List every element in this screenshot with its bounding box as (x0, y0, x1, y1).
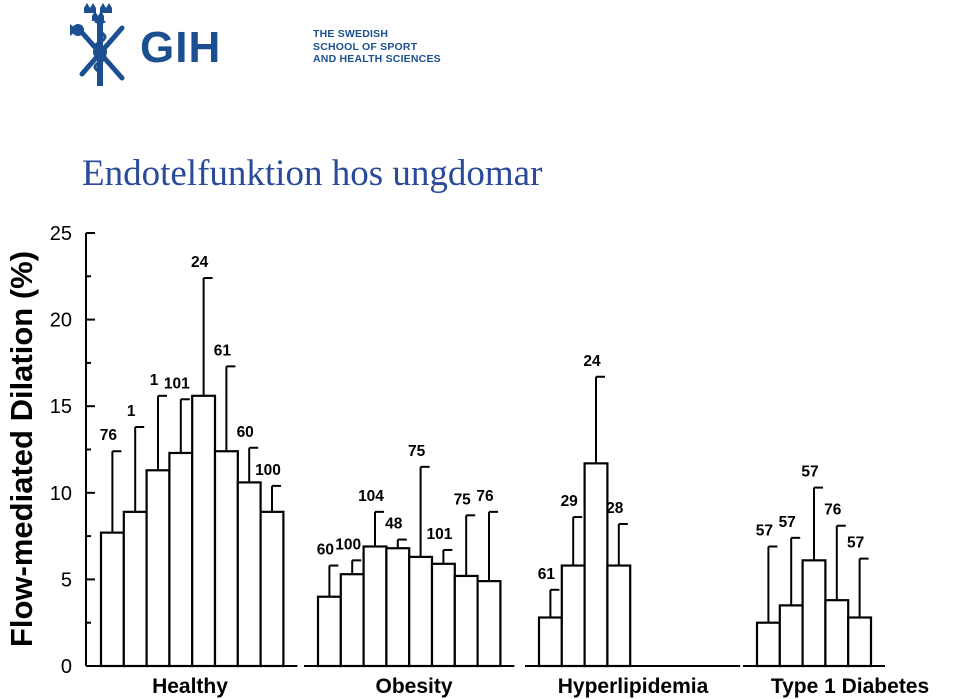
gih-emblem-icon: GIH (70, 3, 221, 86)
bar-label: 57 (756, 522, 773, 539)
bar (476, 580, 502, 668)
logo-line: SCHOOL OF SPORT (313, 40, 418, 53)
bar (606, 564, 632, 668)
y-tick-label: 15 (50, 396, 72, 418)
bar-label: 57 (801, 464, 818, 481)
gih-logo: GIH THE SWEDISH SCHOOL OF SPORT AND HEAL… (70, 2, 441, 86)
bar (191, 394, 217, 668)
bar (755, 621, 781, 668)
bar (122, 510, 148, 668)
y-tick-label: 10 (50, 483, 72, 505)
bar-label: 60 (237, 424, 254, 441)
bar (99, 531, 125, 668)
bar-label: 60 (317, 542, 334, 559)
bar-label: 24 (583, 353, 601, 370)
bar (213, 450, 239, 668)
bar (560, 564, 586, 668)
group-label: Healthy (152, 675, 228, 698)
crowns-icon (84, 3, 112, 21)
bar-label: 101 (426, 526, 452, 543)
y-tick-label: 0 (61, 656, 72, 678)
bar (259, 510, 285, 668)
bar (824, 599, 850, 668)
bar-label: 75 (454, 491, 472, 508)
bar (339, 573, 365, 668)
bar-label: 57 (847, 535, 864, 552)
bar-label: 61 (538, 566, 556, 583)
bar-label: 1 (127, 403, 136, 420)
bar-label: 28 (606, 500, 624, 517)
bar-label: 29 (561, 493, 579, 510)
bar (385, 547, 411, 668)
slide-title: Endotelfunktion hos ungdomar (82, 153, 543, 194)
bar-label: 100 (255, 462, 281, 479)
bar-label: 76 (100, 427, 118, 444)
bar (316, 595, 342, 668)
bar (778, 604, 804, 668)
group-label: Hyperlipidemia (558, 675, 709, 698)
bar (537, 616, 563, 668)
logo-line: THE SWEDISH (313, 28, 389, 40)
group-label: Obesity (375, 675, 452, 698)
bar (236, 481, 262, 668)
bar-label: 24 (191, 254, 209, 271)
y-tick-label: 5 (61, 569, 72, 591)
bar-label: 104 (358, 488, 384, 505)
bar-label: 76 (824, 502, 842, 519)
bar-label: 76 (476, 488, 494, 505)
bar (145, 469, 171, 668)
bar (583, 462, 609, 668)
bar (408, 555, 434, 668)
bar (168, 451, 194, 668)
logo-text: THE SWEDISH SCHOOL OF SPORT AND HEALTH S… (313, 28, 441, 66)
logo-line: AND HEALTH SCIENCES (313, 53, 441, 65)
group-label: Type 1 Diabetes (771, 675, 929, 698)
bar-label: 75 (408, 443, 426, 460)
bar-label: 1 (150, 372, 159, 389)
y-tick-label: 20 (50, 310, 72, 332)
bar (362, 545, 388, 668)
svg-text:GIH: GIH (140, 23, 221, 72)
y-tick-label: 25 (50, 223, 72, 245)
bar-label: 48 (385, 516, 403, 533)
bar-label: 61 (214, 342, 232, 359)
bar-label: 57 (779, 514, 796, 531)
bar (801, 559, 827, 668)
bar (430, 562, 456, 668)
bar-label: 101 (164, 375, 190, 392)
bar-label: 100 (335, 536, 361, 553)
bar (847, 616, 873, 668)
bar (453, 574, 479, 668)
